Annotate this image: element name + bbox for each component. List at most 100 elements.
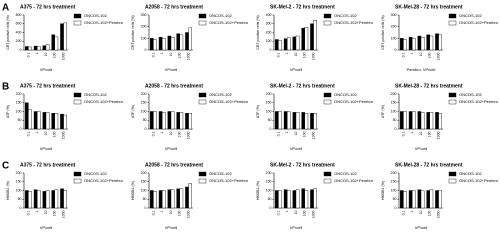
x-tick-label: 10 — [419, 210, 423, 214]
y-tick-label: 100 — [266, 109, 272, 113]
x-tick-label: 1 — [160, 210, 164, 212]
y-tick-label: 150 — [16, 180, 22, 184]
legend-swatch — [448, 99, 457, 105]
panel-title: A375 - 72 hrs treatment — [20, 83, 76, 89]
bar — [158, 111, 163, 130]
legend-label: ONCOS-102+Pembro — [84, 99, 124, 104]
x-tick-label: 0.1 — [151, 52, 155, 57]
y-tick-label: 50 — [143, 118, 147, 122]
panel-title: SK-Mel-2 - 72 hrs treatment — [270, 162, 335, 168]
y-tick-label: 0 — [270, 127, 272, 131]
x-tick-label: 10 — [419, 131, 423, 135]
legend-swatch — [198, 99, 207, 105]
panel-title: SK-Mel-28 - 72 hrs treatment — [395, 162, 463, 168]
bar — [153, 111, 157, 130]
y-tick-label: 50 — [18, 118, 22, 122]
x-tick-label: 10 — [169, 52, 173, 56]
bar — [400, 111, 404, 130]
bar — [278, 40, 282, 51]
bar — [176, 112, 181, 130]
bar — [161, 38, 166, 51]
x-tick-label: 100 — [428, 210, 432, 216]
legend-swatch — [198, 178, 207, 184]
bar — [188, 183, 192, 209]
y-tick-label: 100 — [266, 188, 272, 192]
y-tick-label: 200 — [266, 171, 272, 175]
bar — [420, 36, 425, 51]
bar — [426, 34, 430, 51]
bar — [301, 188, 305, 209]
bar — [167, 111, 172, 130]
x-tick-label: 1 — [285, 131, 289, 133]
legend-label: ONCOS-102 — [84, 92, 107, 97]
y-tick-label: 100 — [141, 109, 147, 113]
bar — [153, 39, 157, 51]
y-axis-label: ATP (%) — [6, 105, 10, 118]
legend-label: ONCOS-102+Pembro — [209, 178, 249, 183]
y-tick-label: 150 — [16, 101, 22, 105]
y-tick-label: 200 — [141, 92, 147, 96]
x-tick-label: 0.1 — [276, 131, 280, 136]
bar — [45, 112, 50, 130]
bar — [283, 38, 288, 51]
bar — [179, 188, 184, 209]
bar — [185, 32, 189, 51]
bar — [25, 102, 29, 130]
bar — [403, 111, 407, 130]
x-axis-label: VP/cell — [290, 67, 303, 72]
bar — [42, 191, 47, 209]
x-tick-label: 1000 — [312, 131, 316, 139]
bar — [417, 35, 422, 51]
x-tick-label: 1 — [285, 210, 289, 212]
x-tick-label: 1000 — [437, 131, 441, 139]
x-tick-label: 1000 — [62, 131, 66, 139]
bar — [287, 111, 291, 130]
x-axis-label: VP/cell — [290, 146, 303, 151]
bar — [150, 190, 154, 209]
bar — [426, 112, 430, 130]
bar — [435, 190, 439, 209]
bar — [403, 191, 407, 209]
x-tick-label: 0.1 — [151, 210, 155, 215]
bar — [313, 113, 317, 130]
legend-swatch — [73, 20, 82, 26]
bar — [28, 46, 32, 51]
legend-label: ONCOS-102+Pembro — [459, 178, 499, 183]
y-tick-label: 200 — [16, 171, 22, 175]
bar — [63, 22, 67, 51]
bar — [278, 190, 282, 209]
x-tick-label: 10 — [44, 210, 48, 214]
legend-label: ONCOS-102 — [209, 171, 232, 176]
bar — [37, 190, 41, 209]
bar — [304, 27, 309, 51]
x-tick-label: 10 — [294, 131, 298, 135]
legend-label: ONCOS-102 — [334, 171, 357, 176]
y-tick-label: 100 — [391, 109, 397, 113]
legend-swatch — [448, 171, 457, 177]
bar — [150, 38, 154, 51]
legend-label: ONCOS-102 — [84, 171, 107, 176]
legend-swatch — [73, 99, 82, 105]
legend-label: ONCOS-102+Pembro — [459, 99, 499, 104]
x-axis-label: VP/cell — [415, 225, 428, 230]
y-tick-label: 0 — [145, 127, 147, 131]
bar — [170, 189, 175, 209]
y-tick-label: 400 — [16, 30, 22, 34]
y-tick-label: 150 — [391, 180, 397, 184]
bar — [408, 111, 413, 130]
x-tick-label: 1 — [160, 52, 164, 54]
x-tick-label: 100 — [178, 131, 182, 137]
panel-title: SK-Mel-2 - 72 hrs treatment — [270, 83, 335, 89]
bar — [417, 189, 422, 209]
legend-label: ONCOS-102+Pembro — [209, 99, 249, 104]
bar — [301, 27, 305, 51]
bar — [63, 190, 67, 209]
bar — [310, 189, 314, 209]
bar — [275, 111, 279, 130]
legend-label: ONCOS-102+Pembro — [84, 178, 124, 183]
y-tick-label: 100 — [391, 36, 397, 40]
bar — [292, 190, 297, 209]
x-axis-label: VP/cell — [40, 146, 53, 151]
legend-swatch — [323, 171, 332, 177]
legend-swatch — [323, 99, 332, 105]
